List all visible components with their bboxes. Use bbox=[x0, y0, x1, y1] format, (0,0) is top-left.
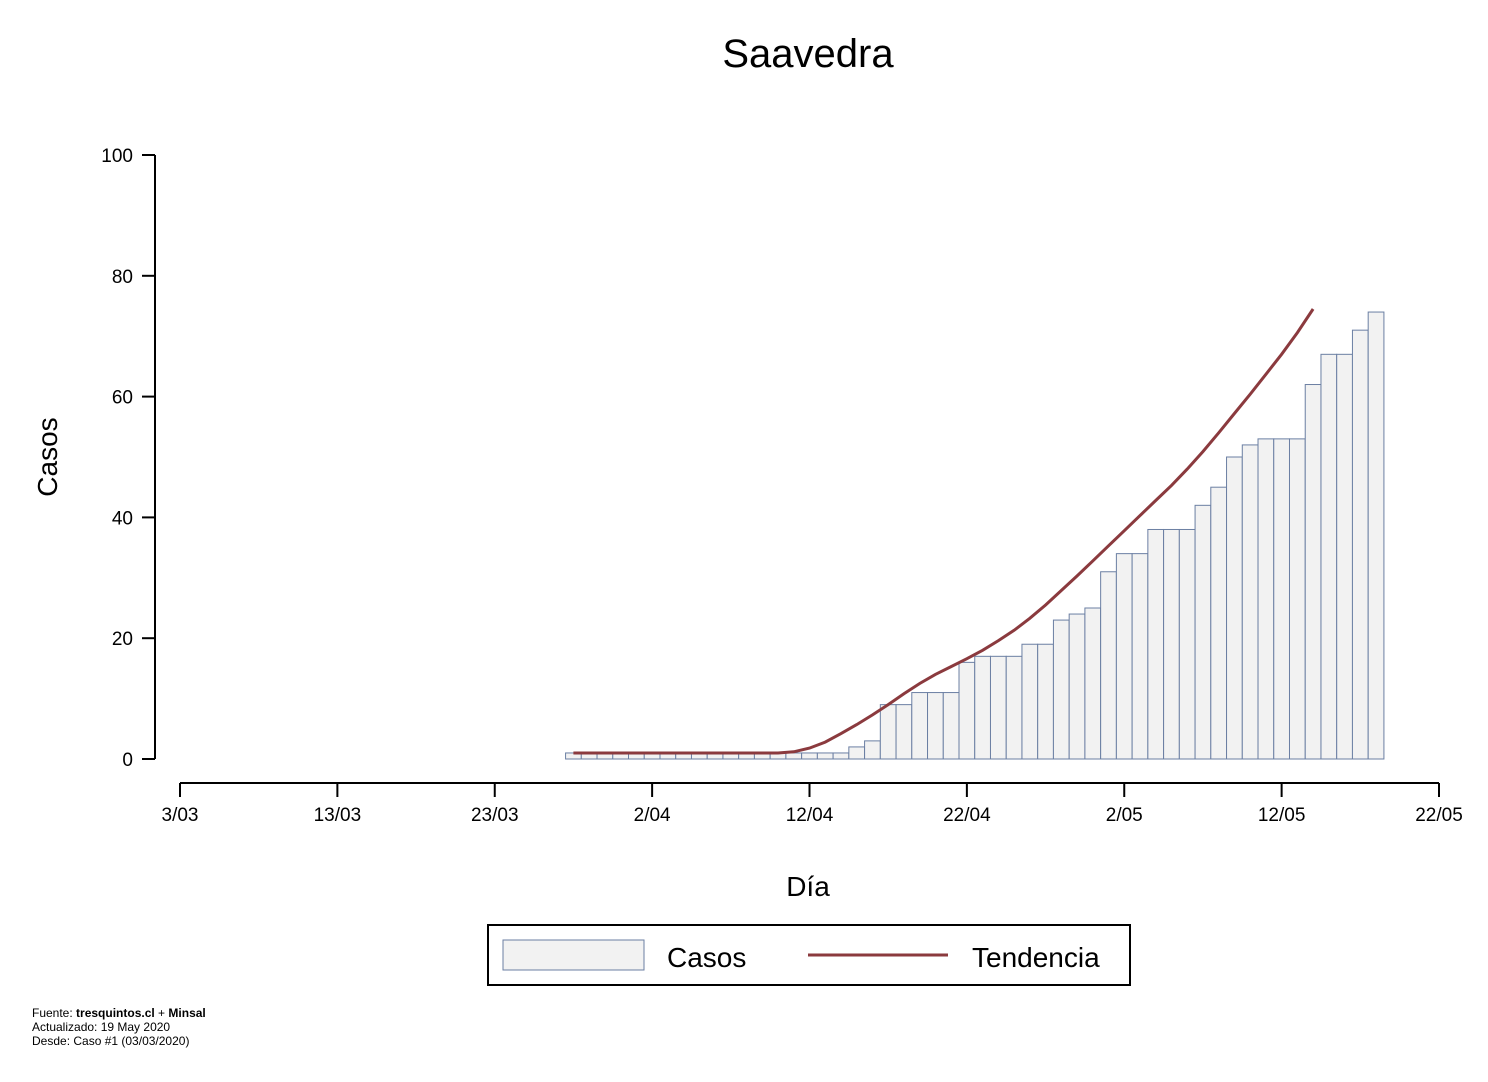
bar-casos bbox=[895, 704, 913, 760]
bar-casos bbox=[1273, 438, 1290, 760]
y-tick-label: 60 bbox=[112, 388, 133, 409]
bars-group bbox=[565, 311, 1385, 760]
x-axis: 3/03 13/03 23/03 2/04 12/04 22/04 2/05 12/05 22/… bbox=[162, 782, 1463, 826]
bar-casos bbox=[1336, 353, 1353, 760]
y-tick-label: 100 bbox=[101, 146, 133, 167]
y-axis: 0 20 40 60 80 100 bbox=[101, 146, 156, 771]
bar-casos bbox=[1241, 444, 1259, 760]
x-tick-label: 12/05 bbox=[1258, 805, 1306, 826]
bar-casos bbox=[974, 655, 991, 760]
footer-source-site: tresquintos.cl bbox=[76, 1006, 155, 1020]
x-tick-label: 23/03 bbox=[471, 805, 519, 826]
bar-casos bbox=[1226, 456, 1243, 760]
bar-casos bbox=[879, 704, 897, 760]
bar-casos bbox=[1304, 384, 1322, 760]
bar-casos bbox=[1147, 528, 1165, 760]
y-tick-label: 0 bbox=[122, 750, 133, 771]
footer-source-org: Minsal bbox=[168, 1006, 206, 1020]
trend-line bbox=[573, 308, 1315, 755]
bar-casos bbox=[816, 752, 834, 760]
footer-since: Desde: Caso #1 (03/03/2020) bbox=[32, 1034, 190, 1048]
y-tick-label: 20 bbox=[112, 629, 133, 650]
bar-casos bbox=[1100, 571, 1117, 760]
bar-casos bbox=[911, 692, 929, 760]
bar-casos bbox=[1210, 486, 1228, 760]
bar-casos bbox=[1068, 613, 1086, 760]
bar-casos bbox=[785, 752, 803, 760]
x-tick-label: 2/05 bbox=[1106, 805, 1143, 826]
legend-tendencia-label: Tendencia bbox=[972, 942, 1100, 973]
legend-casos-label: Casos bbox=[667, 942, 746, 973]
bar-casos bbox=[1288, 438, 1306, 760]
footer-updated: Actualizado: 19 May 2020 bbox=[32, 1020, 171, 1034]
x-tick-label: 22/05 bbox=[1415, 805, 1463, 826]
y-tick-label: 40 bbox=[112, 508, 133, 529]
bar-casos bbox=[1021, 643, 1039, 760]
bar-casos bbox=[942, 692, 960, 760]
chart-title: Saavedra bbox=[722, 32, 894, 76]
bar-casos bbox=[1194, 504, 1212, 760]
x-tick-label: 22/04 bbox=[943, 805, 991, 826]
bar-casos bbox=[1037, 643, 1054, 760]
bar-casos bbox=[958, 661, 976, 760]
bar-casos bbox=[1052, 619, 1070, 760]
bar-casos bbox=[801, 752, 818, 760]
bar-casos bbox=[1178, 528, 1196, 760]
bar-casos bbox=[1115, 553, 1133, 760]
bar-casos bbox=[1320, 353, 1338, 760]
footer-source: Fuente: tresquintos.cl + Minsal bbox=[32, 1006, 206, 1020]
x-tick-label: 2/04 bbox=[634, 805, 671, 826]
bar-casos bbox=[832, 752, 850, 760]
legend: Casos Tendencia bbox=[487, 924, 1131, 986]
bar-casos bbox=[1351, 329, 1369, 760]
x-axis-label: Día bbox=[786, 871, 830, 902]
bar-casos bbox=[989, 655, 1007, 760]
y-tick-label: 80 bbox=[112, 267, 133, 288]
bar-casos bbox=[1084, 607, 1102, 760]
x-tick-label: 3/03 bbox=[162, 805, 199, 826]
bar-casos bbox=[848, 746, 866, 760]
y-axis-label: Casos bbox=[32, 417, 63, 496]
x-tick-label: 13/03 bbox=[314, 805, 362, 826]
bar-casos bbox=[1257, 438, 1275, 760]
footer: Fuente: tresquintos.cl + Minsal Actualiz… bbox=[32, 1006, 206, 1048]
bar-casos bbox=[927, 692, 944, 760]
legend-casos-swatch bbox=[502, 939, 645, 971]
bar-casos bbox=[1163, 528, 1180, 760]
bar-casos bbox=[1005, 655, 1023, 760]
bar-casos bbox=[1367, 311, 1385, 760]
bar-casos bbox=[1131, 553, 1149, 760]
x-tick-label: 12/04 bbox=[786, 805, 834, 826]
bar-casos bbox=[864, 740, 881, 760]
